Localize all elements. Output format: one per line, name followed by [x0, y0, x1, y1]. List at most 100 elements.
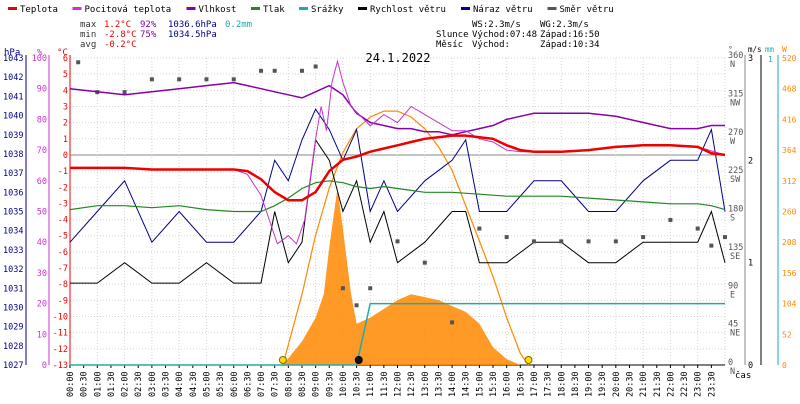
tick-time: 08:30 [298, 371, 308, 397]
stat-label-avg: avg [80, 40, 96, 50]
tick-wind-dir-name: SE [730, 252, 740, 262]
moon-rise: Východ: [472, 40, 510, 50]
tick-wind-speed: 0 [748, 361, 753, 371]
wind-dir-point [354, 303, 359, 308]
rain-line [70, 302, 725, 366]
tick-solar: 156 [782, 269, 797, 278]
legend-label: Tlak [263, 5, 285, 15]
tick-temperature: -6 [58, 248, 68, 258]
wind-dir-point [272, 68, 277, 73]
wind-dir-point [613, 239, 618, 244]
stat-max-temp: 1.2°C [104, 20, 131, 30]
tick-solar: 0 [782, 361, 787, 370]
tick-temperature: -10 [53, 313, 68, 323]
tick-time: 16:30 [516, 371, 526, 397]
tick-pressure: 1027 [3, 361, 23, 371]
legend-label: Rychlost větru [370, 5, 446, 15]
tick-time: 02:00 [121, 371, 131, 397]
tick-time: 21:00 [639, 371, 649, 397]
tick-pressure: 1035 [3, 208, 23, 218]
tick-pressure: 1030 [3, 303, 23, 313]
stat-max-rain: 0.2mm [225, 20, 252, 30]
tick-wind-dir: 90 [728, 281, 738, 291]
tick-humidity: 100 [32, 54, 47, 64]
tick-solar: 416 [782, 115, 797, 124]
tick-pressure: 1041 [3, 92, 23, 102]
tick-time: 19:30 [598, 371, 608, 397]
unit-hpa: hPa [4, 48, 20, 58]
wind-dir-point [313, 64, 318, 69]
tick-wind-dir-name: N [730, 367, 735, 377]
legend-swatch [299, 7, 308, 10]
sun-set: Západ:16:50 [540, 30, 600, 40]
tick-time: 20:00 [612, 371, 622, 397]
moonset-marker [354, 356, 363, 364]
tick-time: 10:30 [353, 371, 363, 397]
sun-label: Slunce [436, 30, 469, 40]
tick-pressure: 1029 [3, 323, 23, 333]
tick-wind-dir-name: NE [730, 329, 740, 339]
tick-wind-dir-name: N [730, 60, 735, 70]
tick-time: 14:00 [448, 371, 458, 397]
tick-humidity: 20 [37, 300, 47, 310]
wind-dir-point [299, 68, 304, 73]
tick-temperature: -7 [58, 264, 68, 274]
tick-wind-speed: 1 [748, 259, 753, 269]
tick-time: 10:00 [339, 371, 349, 397]
unit-pct: % [37, 48, 43, 58]
wind-dir-point [695, 226, 700, 231]
stat-min-hum: 75% [140, 30, 157, 40]
tick-solar: 364 [782, 146, 797, 155]
tick-pressure: 1038 [3, 150, 23, 160]
stat-avg-temp: -0.2°C [104, 40, 137, 50]
legend-swatch [72, 7, 82, 10]
tick-time: 07:00 [257, 371, 267, 397]
tick-pressure: 1031 [3, 284, 23, 294]
tick-wind-dir: 180 [728, 205, 743, 215]
tick-wind-dir: 45 [728, 320, 738, 330]
solar-max-line [282, 110, 529, 366]
tick-temperature: -12 [53, 345, 68, 355]
tick-pressure: 1043 [3, 54, 23, 64]
tick-humidity: 50 [37, 208, 47, 218]
tick-solar: 468 [782, 85, 797, 94]
tick-solar: 52 [782, 330, 792, 339]
tick-temperature: -13 [53, 361, 68, 371]
unit-wm2: W [782, 45, 787, 54]
tick-wind-dir: 225 [728, 166, 743, 176]
tick-temperature: 3 [63, 102, 68, 112]
wind-dir-point [259, 68, 264, 73]
wind-dir-point [477, 226, 482, 231]
tick-time: 13:00 [421, 371, 431, 397]
tick-time: 07:30 [271, 371, 281, 397]
tick-temperature: 4 [63, 86, 68, 96]
tick-time: 14:30 [462, 371, 472, 397]
tick-time: 09:30 [325, 371, 335, 397]
wind-dir-point [668, 218, 673, 223]
tick-temperature: 6 [63, 54, 68, 64]
tick-time: 22:30 [680, 371, 690, 397]
unit-degc: °C [57, 48, 68, 58]
tick-time: 23:30 [707, 371, 717, 397]
unit-deg: ° [728, 45, 733, 54]
tick-solar: 520 [782, 54, 797, 63]
tick-humidity: 40 [37, 238, 47, 248]
wind-speed-line [70, 138, 726, 284]
tick-wind-dir: 135 [728, 243, 743, 253]
tick-time: 17:30 [544, 371, 554, 397]
tick-time: 09:00 [312, 371, 322, 397]
wind-dir-point [504, 235, 509, 240]
legend-swatch [461, 7, 470, 10]
legend-label: Vlhkost [199, 5, 237, 15]
tick-time: 12:30 [407, 371, 417, 397]
tick-pressure: 1042 [3, 73, 23, 83]
wind-dir-point [76, 60, 81, 65]
tick-wind-dir: 270 [728, 128, 743, 138]
tick-humidity: 0 [42, 361, 47, 371]
tick-humidity: 60 [37, 177, 47, 187]
tick-temperature: -9 [58, 296, 68, 306]
tick-pressure: 1034 [3, 227, 23, 237]
tick-rain: 1 [768, 55, 773, 64]
legend-label: Pocitová teplota [85, 5, 172, 15]
tick-humidity: 70 [37, 146, 47, 156]
